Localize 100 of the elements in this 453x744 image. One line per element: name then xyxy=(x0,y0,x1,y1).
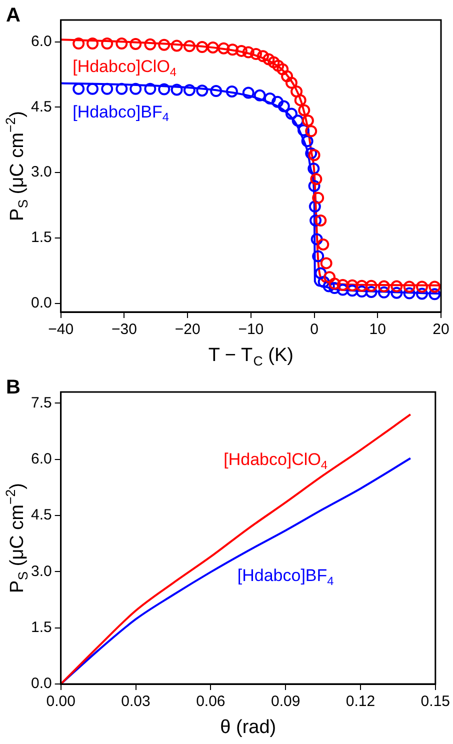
point xyxy=(101,38,114,50)
line-series xyxy=(60,413,412,684)
x-tick-label: −30 xyxy=(111,321,137,338)
point xyxy=(312,192,324,204)
point xyxy=(144,38,156,50)
point xyxy=(281,70,294,82)
y-axis-title: PS (μC cm−2) xyxy=(3,483,30,593)
point xyxy=(403,287,416,300)
point xyxy=(272,60,284,72)
point xyxy=(158,83,170,96)
y-tick-label: 4.5 xyxy=(30,98,52,116)
point xyxy=(298,124,310,136)
point xyxy=(285,76,298,89)
point xyxy=(294,94,306,106)
point xyxy=(317,238,330,250)
point xyxy=(285,108,298,120)
text: B xyxy=(6,376,20,399)
point xyxy=(356,280,368,292)
point xyxy=(183,84,196,96)
x-tick-label: 0.03 xyxy=(121,693,150,710)
point xyxy=(378,280,390,292)
point xyxy=(101,82,114,95)
x-tick-label: −10 xyxy=(238,321,264,338)
point xyxy=(72,38,85,50)
point xyxy=(390,280,403,292)
point xyxy=(416,288,428,300)
x-tick-label: 0.15 xyxy=(420,693,450,710)
point xyxy=(346,279,358,292)
point xyxy=(308,162,320,175)
y-tick-label: 1.5 xyxy=(30,229,52,246)
point xyxy=(305,125,318,138)
y-tick-label: 6.0 xyxy=(30,32,52,50)
point xyxy=(336,278,349,291)
point xyxy=(218,42,230,54)
x-tick-label: −40 xyxy=(48,321,74,338)
y-axis-title: PS (μC cm−2) xyxy=(3,111,30,221)
point xyxy=(346,284,358,297)
point xyxy=(314,214,327,226)
point xyxy=(268,56,280,68)
point xyxy=(116,38,128,50)
point xyxy=(302,114,314,127)
y-tick-label: 1.5 xyxy=(30,618,52,636)
point xyxy=(403,280,416,293)
point xyxy=(336,284,349,296)
x-tick-label: 0.00 xyxy=(46,693,76,710)
point xyxy=(86,38,99,50)
point xyxy=(312,250,324,262)
x-tick-label: 0 xyxy=(310,321,318,338)
point xyxy=(318,276,330,288)
point xyxy=(310,173,322,186)
x-tick-label: 0.06 xyxy=(196,693,226,710)
point xyxy=(290,85,303,98)
point xyxy=(292,114,304,127)
point xyxy=(365,280,378,292)
point xyxy=(170,40,183,52)
point xyxy=(242,46,254,58)
point xyxy=(378,286,390,298)
point xyxy=(226,85,238,98)
point xyxy=(322,280,335,292)
point xyxy=(130,38,142,50)
point xyxy=(256,50,269,62)
point xyxy=(183,40,196,52)
point xyxy=(210,85,222,98)
x-tick-label: −20 xyxy=(174,321,200,338)
y-tick-label: 3.0 xyxy=(30,164,52,181)
point xyxy=(235,44,248,57)
point xyxy=(262,53,275,66)
point xyxy=(328,282,341,294)
point xyxy=(158,38,170,51)
point xyxy=(250,48,262,60)
point xyxy=(323,271,336,284)
y-tick-label: 0.0 xyxy=(30,675,52,692)
y-tick-label: 0.0 xyxy=(30,294,52,312)
point xyxy=(305,147,318,160)
point xyxy=(276,63,289,76)
y-tick-label: 4.5 xyxy=(30,506,52,524)
point xyxy=(298,104,310,116)
point xyxy=(428,288,441,300)
x-axis-title: θ (rad) xyxy=(220,717,276,738)
point xyxy=(272,96,284,108)
text: A xyxy=(6,4,20,27)
point xyxy=(365,286,378,298)
point xyxy=(86,82,99,95)
point xyxy=(226,44,239,56)
point xyxy=(116,82,128,95)
y-tick-label: 6.0 xyxy=(30,450,52,468)
point xyxy=(416,280,428,293)
point xyxy=(308,200,321,213)
point xyxy=(314,267,327,280)
point xyxy=(428,280,441,293)
point xyxy=(130,82,142,95)
point xyxy=(328,278,341,290)
point xyxy=(320,257,332,270)
point xyxy=(390,286,403,299)
point xyxy=(196,84,208,97)
point xyxy=(278,100,290,112)
point xyxy=(144,82,156,95)
x-tick-label: 20 xyxy=(432,321,450,338)
x-tick-label: 10 xyxy=(369,321,386,338)
point xyxy=(254,89,266,102)
